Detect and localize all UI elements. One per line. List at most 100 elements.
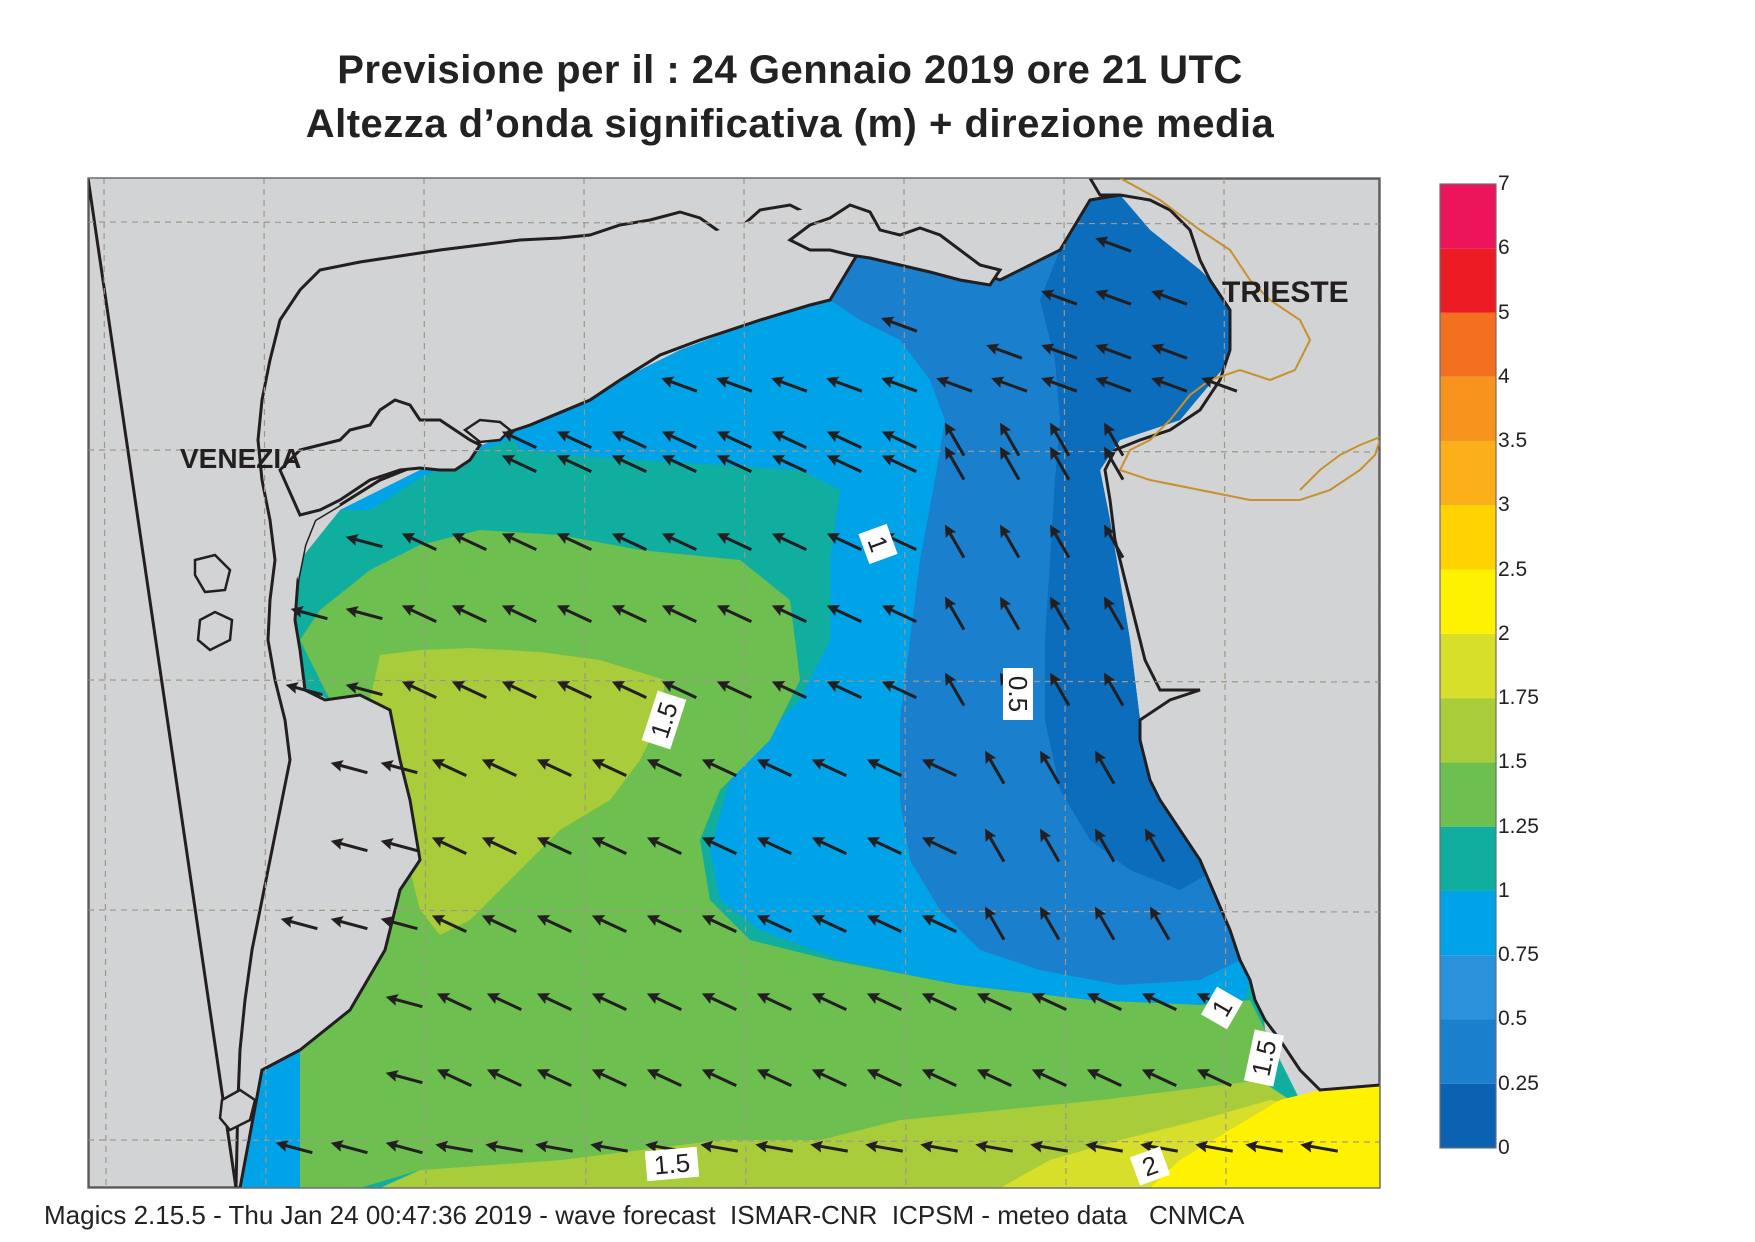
direction-arrow <box>826 455 862 473</box>
direction-arrow <box>345 682 383 697</box>
direction-arrow <box>716 533 752 551</box>
direction-arrow <box>1040 750 1061 785</box>
direction-arrow <box>590 1140 628 1153</box>
direction-arrow <box>536 993 572 1011</box>
direction-arrow <box>945 596 966 631</box>
footer-credits: Magics 2.15.5 - Thu Jan 24 00:47:36 2019… <box>44 1200 1245 1230</box>
direction-arrow <box>1145 828 1166 863</box>
direction-arrow <box>771 431 807 449</box>
direction-arrow <box>865 1140 903 1153</box>
legend-swatch <box>1440 505 1496 570</box>
direction-arrow <box>1104 672 1125 707</box>
direction-arrow <box>826 533 862 551</box>
direction-arrow <box>1151 376 1188 393</box>
direction-arrow <box>385 994 423 1009</box>
direction-arrow <box>811 915 847 933</box>
direction-arrow <box>1050 596 1071 631</box>
direction-arrow <box>881 455 917 473</box>
direction-arrow <box>435 1140 473 1153</box>
direction-arrow <box>646 837 682 855</box>
direction-arrow <box>661 431 697 449</box>
graticule <box>88 178 1380 1188</box>
lagoon-island-2 <box>193 553 232 594</box>
direction-arrow <box>756 837 792 855</box>
direction-arrow <box>535 1140 573 1153</box>
direction-arrow <box>986 343 1023 360</box>
direction-arrow <box>330 838 368 853</box>
direction-arrow <box>1104 446 1125 481</box>
direction-arrow <box>591 759 627 777</box>
direction-arrow <box>385 1140 423 1155</box>
direction-arrow <box>401 533 437 551</box>
sea-band-2-25 <box>1150 1085 1380 1188</box>
direction-arrow <box>976 1069 1012 1087</box>
map-title: Previsione per il : 24 Gennaio 2019 ore … <box>337 48 1243 92</box>
direction-arrow <box>536 915 572 933</box>
direction-arrow <box>985 906 1006 941</box>
direction-arrow <box>501 681 537 699</box>
legend-label: 6 <box>1498 236 1510 260</box>
border-line <box>1118 178 1380 501</box>
contour-label-15a: 1.5 <box>641 690 687 750</box>
legend-swatch <box>1440 890 1496 956</box>
legend-label: 0 <box>1498 1136 1510 1159</box>
contour-label-05: 0.5 <box>1003 668 1033 720</box>
map-frame <box>87 177 1381 1189</box>
direction-arrow <box>536 759 572 777</box>
direction-arrow <box>275 1140 313 1155</box>
direction-arrow <box>431 915 467 933</box>
legend-label: 5 <box>1498 300 1510 324</box>
land-west-coast <box>88 178 832 1188</box>
direction-arrow <box>985 750 1006 785</box>
direction-arrow <box>485 1140 523 1153</box>
direction-arrow <box>945 524 966 559</box>
direction-arrow <box>1041 343 1078 360</box>
legend-label: 3 <box>1498 493 1510 517</box>
direction-arrow <box>1000 446 1021 481</box>
direction-arrow <box>611 455 647 473</box>
direction-arrow <box>826 431 862 449</box>
direction-arrow <box>866 759 902 777</box>
direction-arrow <box>380 838 418 853</box>
direction-arrow <box>810 1140 848 1153</box>
direction-arrow <box>1050 446 1071 481</box>
direction-arrow <box>380 760 418 775</box>
direction-arrow <box>451 533 487 551</box>
legend-label: 4 <box>1498 364 1510 388</box>
direction-arrow <box>991 376 1028 393</box>
direction-arrow <box>1041 289 1078 306</box>
direction-arrow <box>646 915 682 933</box>
direction-arrow <box>716 681 752 699</box>
direction-arrow <box>771 605 807 623</box>
direction-arrow <box>881 316 918 333</box>
direction-arrow <box>1086 993 1122 1011</box>
direction-arrow <box>1245 1140 1283 1153</box>
direction-arrow <box>1040 906 1061 941</box>
direction-arrow <box>661 376 698 393</box>
direction-arrow <box>811 837 847 855</box>
direction-arrow <box>436 993 472 1011</box>
direction-arrow <box>345 534 383 549</box>
direction-arrow <box>811 993 847 1011</box>
legend-label: 3.5 <box>1498 429 1528 453</box>
direction-arrow <box>380 916 418 931</box>
direction-arrow <box>756 993 792 1011</box>
direction-arrow <box>646 993 682 1011</box>
contour-label-15b: 1.5 <box>1243 1029 1285 1087</box>
land-east-istria <box>1088 178 1380 1092</box>
direction-arrow <box>1141 993 1177 1011</box>
direction-arrow <box>921 837 957 855</box>
direction-arrow <box>881 681 917 699</box>
land-north <box>290 178 1090 580</box>
direction-arrow <box>1300 1140 1338 1153</box>
direction-arrow <box>976 993 1012 1011</box>
direction-arrow <box>556 605 592 623</box>
direction-arrow <box>611 681 647 699</box>
legend-label: 1.5 <box>1498 750 1528 774</box>
direction-arrow <box>661 605 697 623</box>
direction-arrow <box>330 1140 368 1155</box>
direction-arrow <box>451 605 487 623</box>
direction-arrow <box>501 455 537 473</box>
direction-arrow <box>1150 906 1171 941</box>
